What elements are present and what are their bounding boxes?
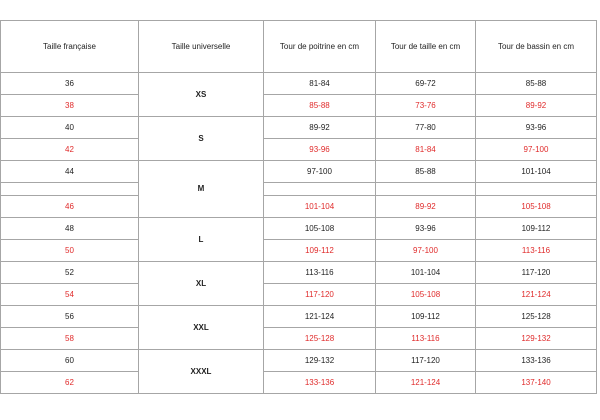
table-row: 44 M 97-100 85-88 101-104 [0,160,597,218]
cell-tour-de-poitrine: 93-96 [263,138,376,161]
cell-tour-de-bassin: 133-136 [475,349,597,372]
cell-tour-de-bassin: 137-140 [475,371,597,394]
cell-tour-de-poitrine: 101-104 [263,195,376,218]
cell-tour-de-bassin: 85-88 [475,72,597,95]
table-row: 46 101-104 89-92 105-108 [0,195,597,218]
cell-tour-de-poitrine: 105-108 [263,217,376,240]
table-row: 36 XS 81-84 69-72 85-88 [0,72,597,117]
table-row: 48 L 105-108 93-96 109-112 [0,217,597,262]
cell-tour-de-taille: 121-124 [375,371,476,394]
cell-taille-universelle: S [138,116,264,161]
cell-tour-de-taille: 113-116 [375,327,476,350]
cell-tour-de-poitrine: 97-100 [263,160,376,183]
cell-taille-francaise: 60 [0,349,139,372]
cell-tour-de-poitrine [263,182,376,196]
spacer-row [0,182,597,196]
cell-taille-francaise: 48 [0,217,139,240]
cell-taille-universelle: M [138,160,264,218]
table-row: 58 125-128 113-116 129-132 [0,327,597,350]
cell-taille-francaise [0,182,139,196]
column-header-tour-de-bassin: Tour de bassin en cm [475,20,597,73]
cell-taille-francaise: 40 [0,116,139,139]
cell-tour-de-poitrine: 113-116 [263,261,376,284]
size-table-body: 36 XS 81-84 69-72 85-88 38 85-88 73-76 89-92 40 S 8… [0,72,597,394]
table-row: 42 93-96 81-84 97-100 [0,138,597,161]
cell-tour-de-bassin: 89-92 [475,94,597,117]
cell-taille-francaise: 52 [0,261,139,284]
cell-taille-francaise: 56 [0,305,139,328]
cell-taille-francaise: 36 [0,72,139,95]
cell-tour-de-taille: 93-96 [375,217,476,240]
cell-taille-francaise: 62 [0,371,139,394]
cell-taille-universelle: XS [138,72,264,117]
cell-tour-de-poitrine: 121-124 [263,305,376,328]
cell-tour-de-bassin: 129-132 [475,327,597,350]
column-header-taille-universelle: Taille universelle [138,20,264,73]
cell-tour-de-taille: 73-76 [375,94,476,117]
column-header-tour-de-poitrine: Tour de poitrine en cm [263,20,376,73]
table-row: 60 XXXL 129-132 117-120 133-136 [0,349,597,394]
cell-tour-de-taille: 81-84 [375,138,476,161]
size-chart-table: Taille française Taille universelle Tour… [0,20,597,394]
cell-taille-francaise: 54 [0,283,139,306]
table-row: 62 133-136 121-124 137-140 [0,371,597,394]
cell-taille-universelle: L [138,217,264,262]
cell-tour-de-taille: 101-104 [375,261,476,284]
cell-tour-de-poitrine: 125-128 [263,327,376,350]
cell-tour-de-bassin: 113-116 [475,239,597,262]
cell-tour-de-taille: 117-120 [375,349,476,372]
cell-tour-de-bassin: 121-124 [475,283,597,306]
cell-tour-de-taille: 109-112 [375,305,476,328]
table-row: 40 S 89-92 77-80 93-96 [0,116,597,161]
cell-tour-de-taille: 97-100 [375,239,476,262]
cell-tour-de-poitrine: 89-92 [263,116,376,139]
cell-tour-de-poitrine: 117-120 [263,283,376,306]
cell-tour-de-bassin: 117-120 [475,261,597,284]
cell-tour-de-bassin: 109-112 [475,217,597,240]
cell-taille-francaise: 44 [0,160,139,183]
column-header-taille-francaise: Taille française [0,20,139,73]
cell-tour-de-taille: 105-108 [375,283,476,306]
cell-tour-de-bassin: 125-128 [475,305,597,328]
cell-taille-francaise: 42 [0,138,139,161]
cell-tour-de-bassin: 105-108 [475,195,597,218]
cell-taille-universelle: XXL [138,305,264,350]
cell-tour-de-poitrine: 133-136 [263,371,376,394]
cell-tour-de-taille [375,182,476,196]
cell-tour-de-bassin: 101-104 [475,160,597,183]
cell-tour-de-bassin [475,182,597,196]
cell-tour-de-taille: 85-88 [375,160,476,183]
cell-tour-de-poitrine: 129-132 [263,349,376,372]
cell-taille-universelle: XXXL [138,349,264,394]
cell-tour-de-bassin: 97-100 [475,138,597,161]
cell-tour-de-taille: 89-92 [375,195,476,218]
cell-taille-francaise: 46 [0,195,139,218]
cell-taille-francaise: 50 [0,239,139,262]
header-row: Taille française Taille universelle Tour… [0,20,597,73]
cell-tour-de-poitrine: 85-88 [263,94,376,117]
cell-tour-de-poitrine: 109-112 [263,239,376,262]
size-table-header: Taille française Taille universelle Tour… [0,20,597,73]
size-chart: Taille française Taille universelle Tour… [0,20,600,394]
column-header-tour-de-taille: Tour de taille en cm [375,20,476,73]
table-row: 54 117-120 105-108 121-124 [0,283,597,306]
table-row: 50 109-112 97-100 113-116 [0,239,597,262]
cell-tour-de-poitrine: 81-84 [263,72,376,95]
cell-taille-francaise: 38 [0,94,139,117]
cell-tour-de-taille: 69-72 [375,72,476,95]
cell-tour-de-bassin: 93-96 [475,116,597,139]
table-row: 52 XL 113-116 101-104 117-120 [0,261,597,306]
cell-taille-universelle: XL [138,261,264,306]
cell-tour-de-taille: 77-80 [375,116,476,139]
table-row: 38 85-88 73-76 89-92 [0,94,597,117]
table-row: 56 XXL 121-124 109-112 125-128 [0,305,597,350]
cell-taille-francaise: 58 [0,327,139,350]
